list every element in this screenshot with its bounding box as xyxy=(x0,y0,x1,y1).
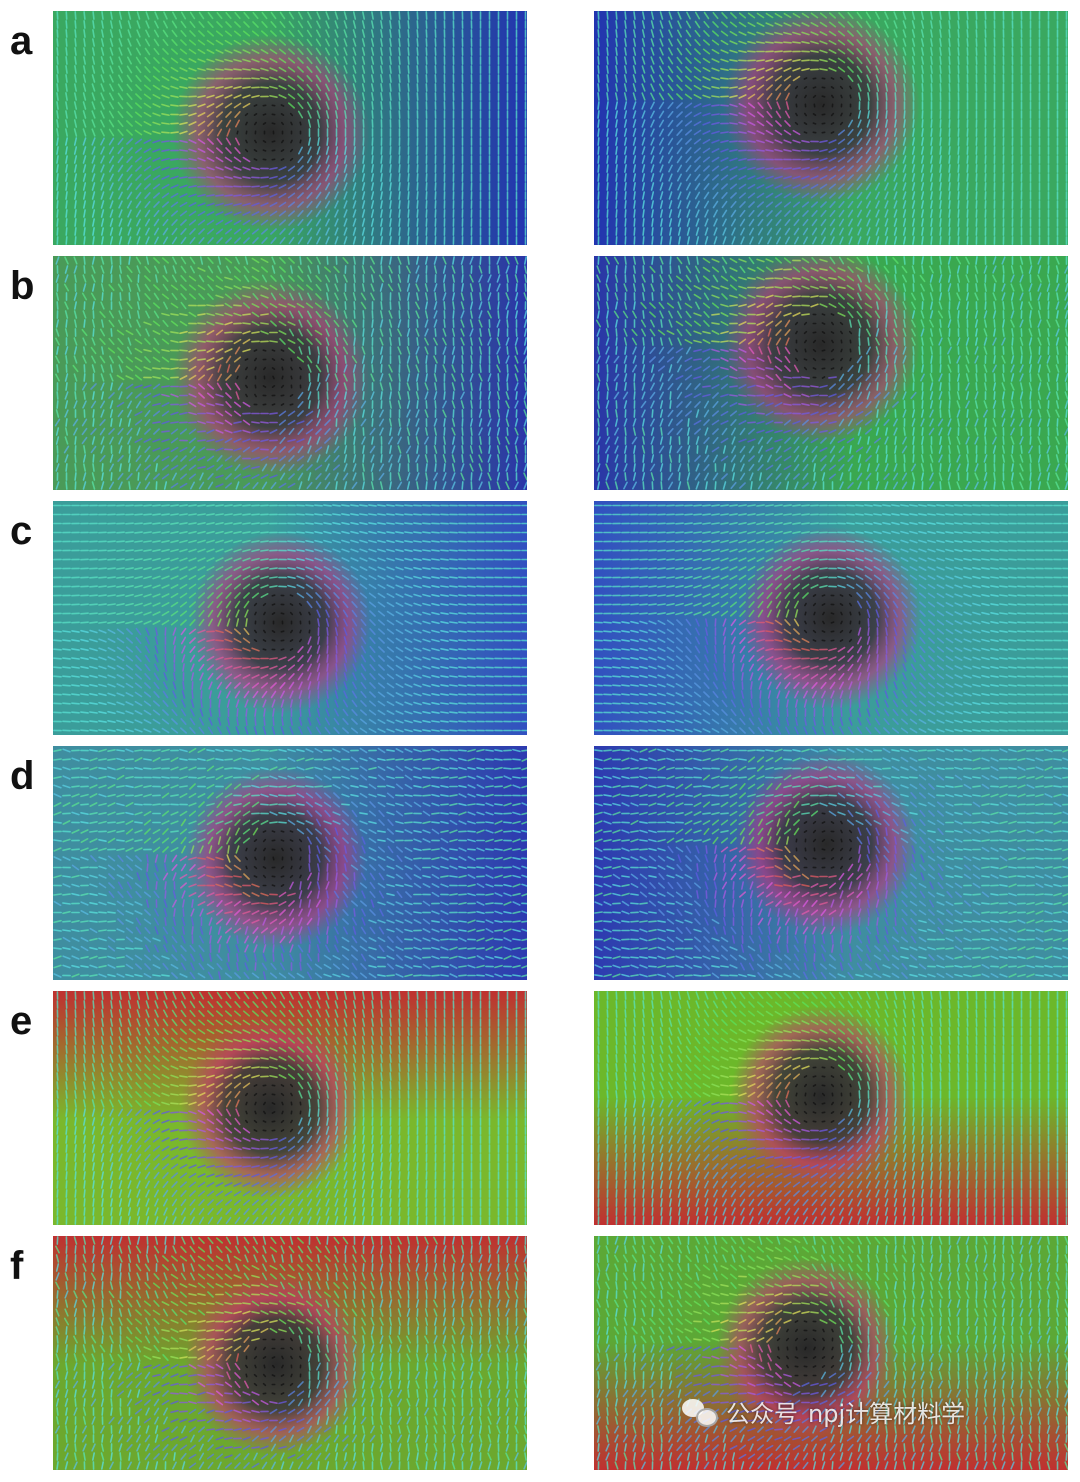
vector-field-panel xyxy=(594,256,1068,490)
panel-row-label: f xyxy=(10,1244,24,1288)
spin-texture-image xyxy=(594,1236,1068,1470)
panel-row-label: c xyxy=(10,509,33,553)
vector-field-panel xyxy=(594,746,1068,980)
vector-field-panel xyxy=(594,1236,1068,1470)
vector-field-panel xyxy=(594,991,1068,1225)
vector-field-panel xyxy=(594,11,1068,245)
spin-texture-image xyxy=(53,11,527,245)
vector-field-panel xyxy=(594,501,1068,735)
watermark-account-type: 公众号 xyxy=(726,1399,798,1428)
panel-row-label: e xyxy=(10,999,33,1043)
vector-field-panel xyxy=(53,501,527,735)
spin-texture-image xyxy=(53,501,527,735)
watermark: 公众号 npj计算材料学 xyxy=(682,1393,965,1429)
spin-texture-image xyxy=(53,1236,527,1470)
spin-texture-image xyxy=(594,11,1068,245)
spin-texture-image xyxy=(594,256,1068,490)
wechat-icon xyxy=(682,1397,718,1427)
spin-texture-image xyxy=(53,991,527,1225)
vector-field-panel xyxy=(53,746,527,980)
spin-texture-image xyxy=(594,746,1068,980)
vector-field-panel xyxy=(53,256,527,490)
spin-texture-image xyxy=(594,501,1068,735)
spin-texture-image xyxy=(53,256,527,490)
vector-field-panel xyxy=(53,1236,527,1470)
spin-texture-image xyxy=(53,746,527,980)
watermark-name: npj计算材料学 xyxy=(808,1399,966,1428)
spin-texture-image xyxy=(594,991,1068,1225)
vector-field-panel xyxy=(53,11,527,245)
panel-row-label: a xyxy=(10,19,33,63)
panel-row-label: b xyxy=(10,264,35,308)
vector-field-panel xyxy=(53,991,527,1225)
panel-row-label: d xyxy=(10,754,35,798)
